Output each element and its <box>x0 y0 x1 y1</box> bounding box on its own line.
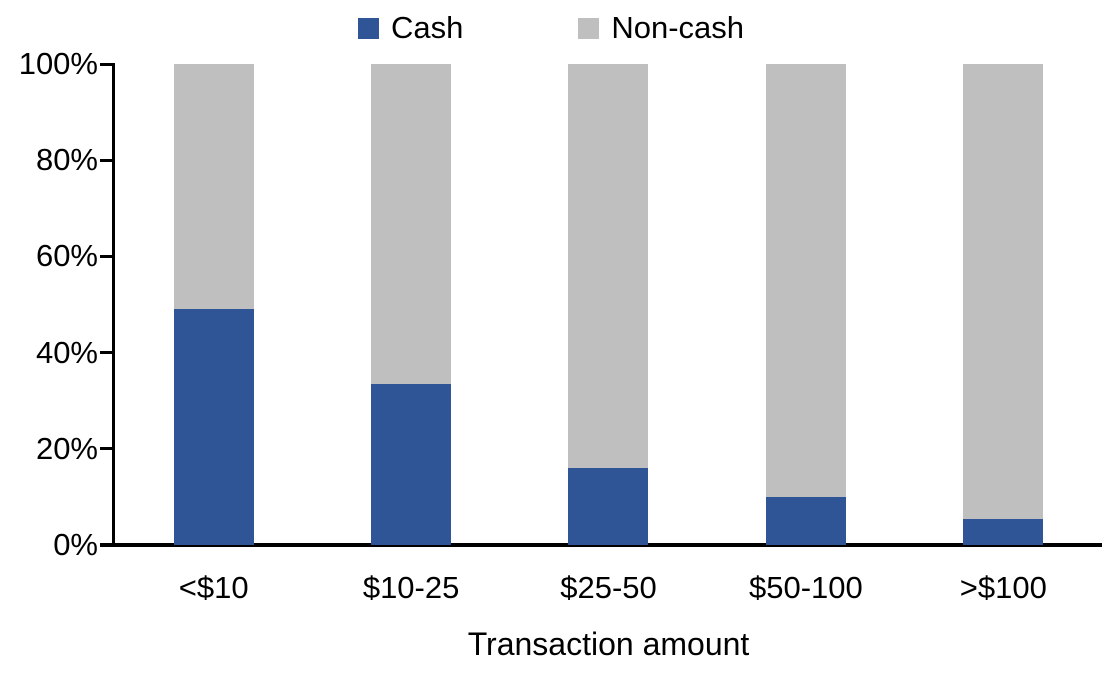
y-axis-line <box>112 63 115 545</box>
bar-segment-cash <box>568 468 649 545</box>
bar-slot <box>115 64 312 545</box>
y-tick-mark <box>100 351 113 355</box>
stacked-bar-5 <box>963 64 1044 545</box>
bar-segment-cash <box>765 496 846 545</box>
y-tick-label: 0% <box>53 527 98 562</box>
x-tick-label: $50-100 <box>749 570 863 605</box>
legend-label-noncash: Non-cash <box>611 10 745 45</box>
x-tick-label: $25-50 <box>560 570 657 605</box>
noncash-swatch-icon <box>578 17 600 39</box>
y-tick-mark <box>100 158 113 162</box>
x-tick-label: >$100 <box>959 570 1047 605</box>
legend-item-cash: Cash <box>357 10 464 46</box>
bar-segment-noncash <box>173 64 254 310</box>
bar-slot <box>510 64 707 545</box>
chart-legend: Cash Non-cash <box>0 10 1102 46</box>
x-tick-label: <$10 <box>178 570 249 605</box>
y-tick-label: 100% <box>18 46 98 81</box>
y-tick-label: 40% <box>35 334 98 370</box>
y-tick-mark <box>100 254 113 258</box>
bar-segment-noncash <box>568 64 649 469</box>
y-tick-mark <box>100 62 113 66</box>
cash-swatch-icon <box>357 17 379 39</box>
x-axis-line <box>100 543 1102 547</box>
y-tick-label: 20% <box>35 430 98 466</box>
plot-area <box>115 64 1102 545</box>
bar-segment-noncash <box>963 64 1044 519</box>
stacked-bar-1 <box>173 64 254 545</box>
stacked-bar-4 <box>765 64 846 545</box>
bar-segment-cash <box>173 309 254 545</box>
x-tick-label: $10-25 <box>362 570 460 605</box>
stacked-bar-2 <box>371 64 452 545</box>
bar-segment-noncash <box>765 64 846 497</box>
y-tick-label: 60% <box>35 238 98 274</box>
bar-segment-cash <box>371 383 452 545</box>
x-axis-title: Transaction amount <box>467 626 750 662</box>
legend-label-cash: Cash <box>390 10 464 45</box>
bar-slot <box>905 64 1102 545</box>
y-tick-label: 80% <box>35 142 98 178</box>
bar-slot <box>707 64 904 545</box>
y-tick-mark <box>100 447 113 451</box>
legend-item-noncash: Non-cash <box>578 10 744 46</box>
stacked-bar-3 <box>568 64 649 545</box>
bar-slot <box>312 64 509 545</box>
bar-segment-noncash <box>371 64 452 384</box>
bar-segment-cash <box>963 518 1044 545</box>
